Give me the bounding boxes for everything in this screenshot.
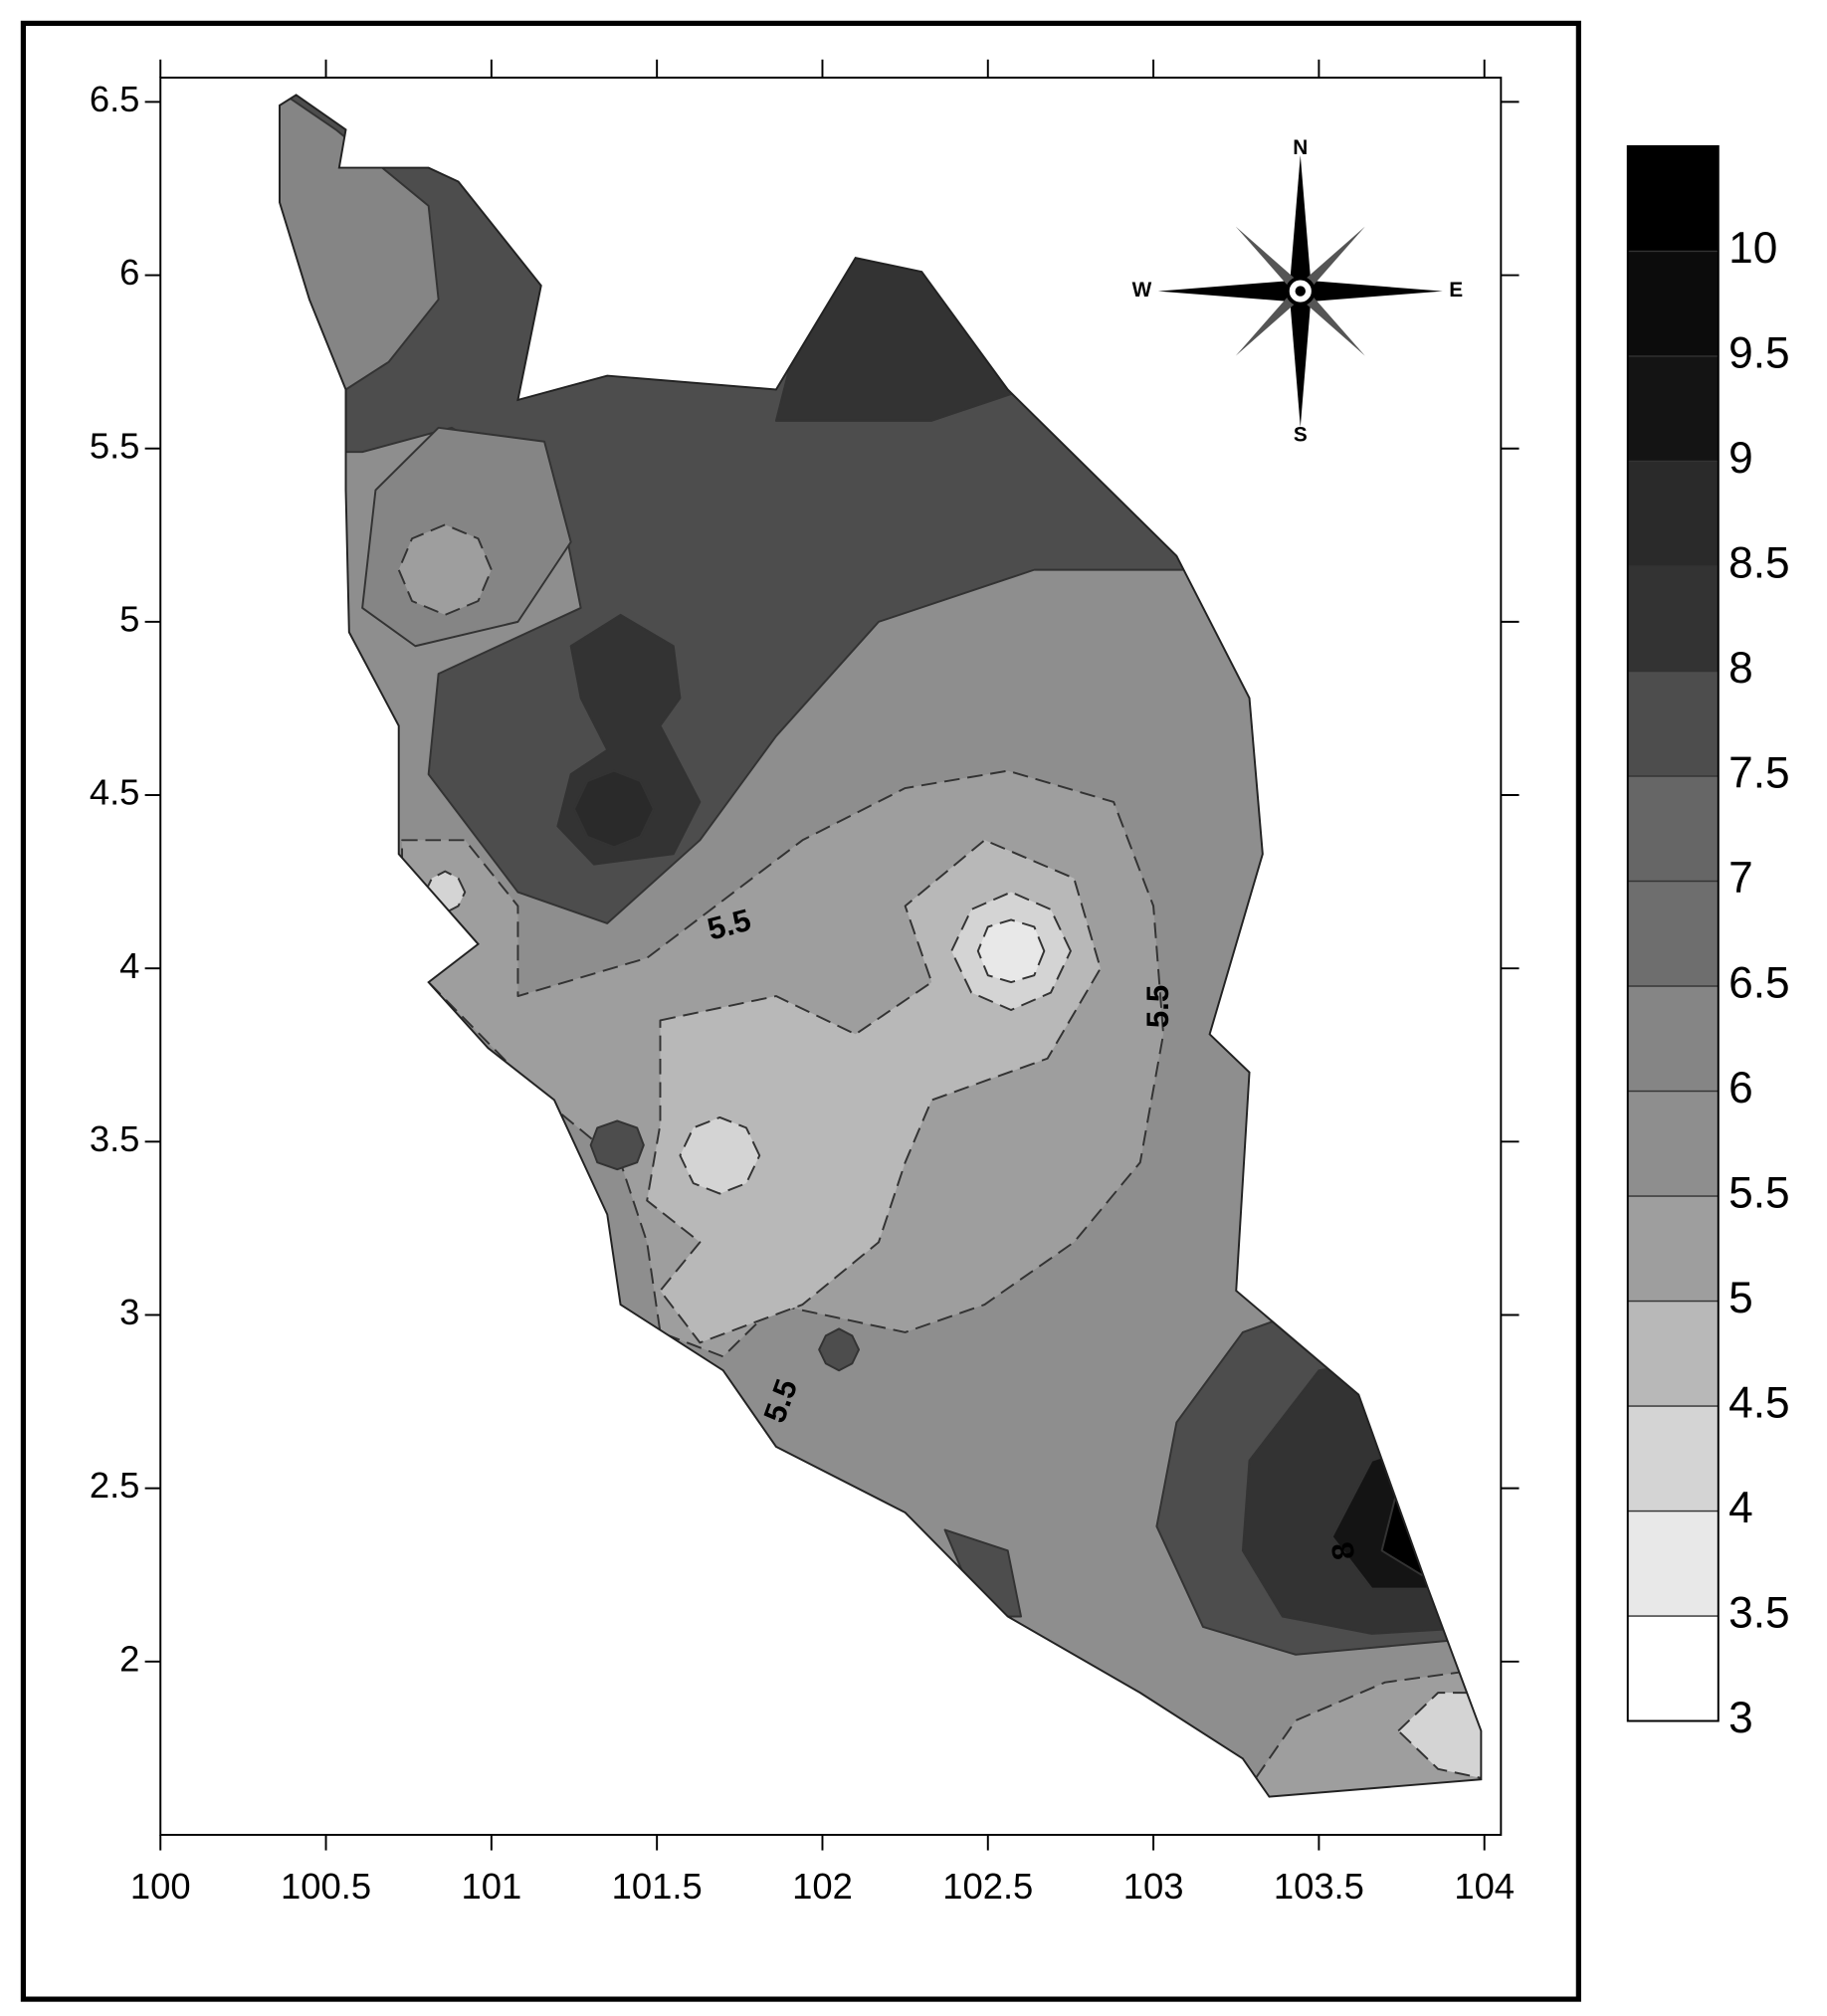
contour-region	[1397, 1692, 1482, 1781]
y-tick-label: 6	[119, 252, 139, 293]
colorbar-label: 5.5	[1728, 1169, 1789, 1218]
colorbar-band	[1627, 460, 1720, 567]
contour-region	[589, 1119, 645, 1171]
y-tick-label: 4.5	[90, 772, 140, 813]
colorbar-label: 3	[1728, 1694, 1753, 1742]
land-border	[279, 94, 1483, 1798]
colorbar-label: 9.5	[1728, 329, 1789, 378]
colorbar-label: 7.5	[1728, 749, 1789, 798]
contour-region	[818, 1327, 861, 1372]
contour-region	[397, 523, 493, 616]
compass-label: W	[1132, 279, 1152, 302]
colorbar-band	[1627, 880, 1720, 987]
x-tick-label: 102	[792, 1866, 853, 1907]
compass-label: E	[1449, 279, 1463, 302]
colorbar-label: 6	[1728, 1064, 1753, 1112]
contour-label: 5.5	[1140, 985, 1175, 1028]
y-tick-label: 3.5	[90, 1118, 140, 1159]
colorbar-band	[1627, 1090, 1720, 1197]
y-tick-label: 4	[119, 945, 139, 986]
contour-region	[679, 1115, 761, 1195]
colorbar-label: 7	[1728, 854, 1753, 903]
y-tick-label: 3	[119, 1292, 139, 1332]
colorbar-band	[1627, 1405, 1720, 1512]
colorbar-band	[1627, 670, 1720, 777]
colorbar-label: 4	[1728, 1484, 1753, 1532]
x-tick-label: 103	[1123, 1866, 1184, 1907]
contour-region	[1241, 1667, 1482, 1797]
x-tick-label: 104	[1454, 1866, 1515, 1907]
colorbar-frame	[1626, 144, 1720, 1722]
contour-label: 8	[1324, 1539, 1361, 1562]
x-tick-label: 100.5	[281, 1866, 371, 1907]
colorbar-band	[1627, 355, 1720, 463]
colorbar-band	[1627, 775, 1720, 883]
y-tick-label: 2.5	[90, 1465, 140, 1506]
x-tick-label: 103.5	[1274, 1866, 1364, 1907]
colorbar-band	[1627, 145, 1720, 253]
contour-region	[573, 769, 655, 849]
colorbar-band	[1627, 250, 1720, 357]
colorbar-band	[1627, 1615, 1720, 1722]
compass-label: N	[1293, 136, 1308, 159]
colorbar-band	[1627, 985, 1720, 1093]
x-tick-label: 100	[130, 1866, 191, 1907]
colorbar-band	[1627, 1510, 1720, 1617]
plot-frame	[159, 77, 1503, 1836]
x-tick-label: 101	[461, 1866, 521, 1907]
colorbar-band	[1627, 1195, 1720, 1303]
x-tick-label: 102.5	[942, 1866, 1033, 1907]
y-tick-label: 2	[119, 1638, 139, 1679]
colorbar-label: 10	[1728, 224, 1777, 273]
y-tick-label: 5	[119, 598, 139, 639]
colorbar-label: 3.5	[1728, 1589, 1789, 1638]
y-tick-label: 5.5	[90, 425, 140, 466]
compass-rose: N E S W	[1132, 136, 1464, 447]
y-tick-label: 6.5	[90, 79, 140, 119]
colorbar-label: 4.5	[1728, 1379, 1789, 1428]
x-tick-label: 101.5	[612, 1866, 703, 1907]
compass-label: S	[1294, 424, 1308, 447]
colorbar-band	[1627, 1300, 1720, 1407]
colorbar-label: 8.5	[1728, 539, 1789, 588]
colorbar-band	[1627, 565, 1720, 673]
colorbar-label: 5	[1728, 1274, 1753, 1322]
colorbar-label: 8	[1728, 644, 1753, 693]
contour-region	[976, 918, 1046, 984]
colorbar-label: 6.5	[1728, 959, 1789, 1008]
colorbar-label: 9	[1728, 434, 1753, 483]
